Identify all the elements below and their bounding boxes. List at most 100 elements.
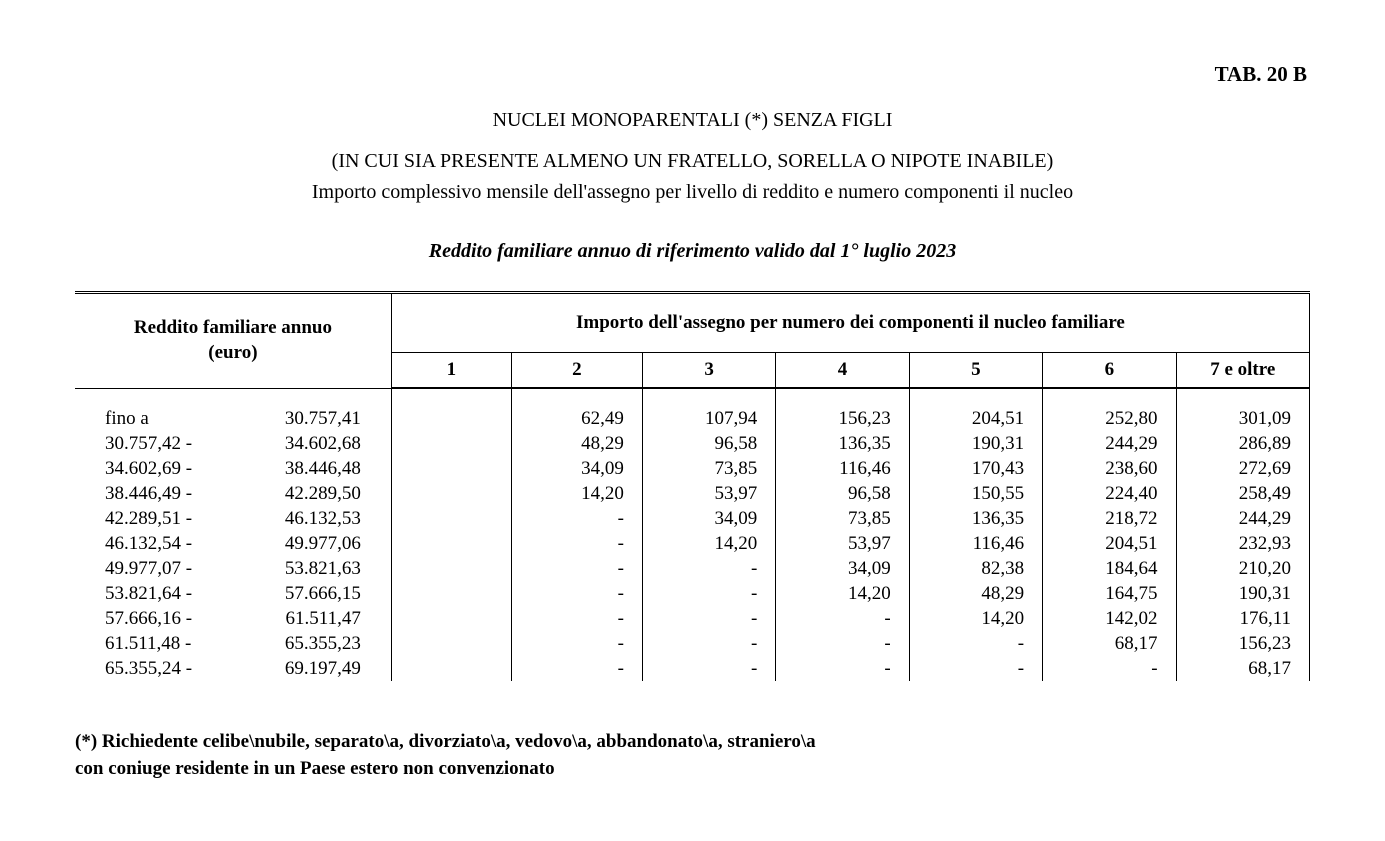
table-row: 65.355,24 -69.197,49-----68,17 [75, 656, 1310, 681]
amount-cell: 136,35 [776, 431, 909, 456]
table-row: 53.821,64 -57.666,15--14,2048,29164,7519… [75, 581, 1310, 606]
income-upper: 38.446,48 [222, 456, 392, 481]
amount-cell: 73,85 [642, 456, 775, 481]
amount-cell: 156,23 [1176, 631, 1309, 656]
column-header: 3 [642, 353, 775, 388]
amount-cell: - [511, 556, 642, 581]
amount-cell: - [909, 631, 1042, 656]
income-lower: 53.821,64 - [75, 581, 222, 606]
table-row: 38.446,49 -42.289,50 14,2053,9796,58150,5… [75, 481, 1310, 506]
amount-cell: 136,35 [909, 506, 1042, 531]
amount-cell: 142,02 [1043, 606, 1176, 631]
amount-cell [391, 606, 511, 631]
title-sub-2: Importo complessivo mensile dell'assegno… [75, 177, 1310, 208]
amount-cell: 301,09 [1176, 406, 1309, 431]
income-upper: 34.602,68 [222, 431, 392, 456]
amount-cell: 34,09 [511, 456, 642, 481]
amount-cell: 176,11 [1176, 606, 1309, 631]
header-income-line2: (euro) [79, 341, 387, 366]
table-row: 34.602,69 -38.446,4834,0973,85116,46170,… [75, 456, 1310, 481]
income-lower: 65.355,24 - [75, 656, 222, 681]
amount-cell: 96,58 [776, 481, 909, 506]
income-lower: 46.132,54 - [75, 531, 222, 556]
amount-cell: - [511, 631, 642, 656]
amount-cell: - [511, 606, 642, 631]
amount-cell: 53,97 [776, 531, 909, 556]
amount-cell: 150,55 [909, 481, 1042, 506]
amount-cell: 68,17 [1176, 656, 1309, 681]
amount-cell: - [1043, 656, 1176, 681]
income-upper: 53.821,63 [222, 556, 392, 581]
amount-cell: - [511, 581, 642, 606]
amount-cell: - [511, 506, 642, 531]
table-body: fino a30.757,4162,49107,94156,23204,5125… [75, 389, 1310, 682]
table-wrap: Reddito familiare annuo (euro) Importo d… [75, 291, 1310, 681]
income-lower: 38.446,49 - [75, 481, 222, 506]
income-lower: 42.289,51 - [75, 506, 222, 531]
spacer-row [75, 389, 1310, 407]
income-upper: 30.757,41 [222, 406, 392, 431]
amount-cell: 190,31 [909, 431, 1042, 456]
amount-cell: 53,97 [642, 481, 775, 506]
table-row: 46.132,54 -49.977,06-14,2053,97116,46204… [75, 531, 1310, 556]
amount-cell [391, 481, 511, 506]
income-upper: 46.132,53 [222, 506, 392, 531]
document-page: TAB. 20 B NUCLEI MONOPARENTALI (*) SENZA… [0, 0, 1385, 841]
reference-line: Reddito familiare annuo di riferimento v… [75, 240, 1310, 263]
amount-cell: 96,58 [642, 431, 775, 456]
title-main: NUCLEI MONOPARENTALI (*) SENZA FIGLI [75, 105, 1310, 136]
amount-cell: - [511, 531, 642, 556]
column-header: 5 [909, 353, 1042, 388]
amount-cell: 272,69 [1176, 456, 1309, 481]
amount-cell: 48,29 [511, 431, 642, 456]
amount-cell: 82,38 [909, 556, 1042, 581]
column-header: 1 [391, 353, 511, 388]
income-upper: 57.666,15 [222, 581, 392, 606]
amount-cell: - [776, 606, 909, 631]
column-header: 7 e oltre [1176, 353, 1309, 388]
amount-cell: 107,94 [642, 406, 775, 431]
amount-cell [391, 456, 511, 481]
amount-cell [391, 506, 511, 531]
amount-cell: 238,60 [1043, 456, 1176, 481]
amount-cell: 184,64 [1043, 556, 1176, 581]
amount-cell [391, 431, 511, 456]
amount-cell: 116,46 [776, 456, 909, 481]
column-header: 6 [1043, 353, 1176, 388]
amount-cell [391, 556, 511, 581]
amount-cell: 62,49 [511, 406, 642, 431]
amount-cell: 68,17 [1043, 631, 1176, 656]
income-lower: 30.757,42 - [75, 431, 222, 456]
amount-cell: 14,20 [511, 481, 642, 506]
amount-cell: - [511, 656, 642, 681]
amount-cell: 190,31 [1176, 581, 1309, 606]
amount-cell: 116,46 [909, 531, 1042, 556]
amount-cell: 224,40 [1043, 481, 1176, 506]
amount-cell [391, 656, 511, 681]
income-upper: 65.355,23 [222, 631, 392, 656]
income-lower: 61.511,48 - [75, 631, 222, 656]
table-head: Reddito familiare annuo (euro) Importo d… [75, 293, 1310, 389]
amount-cell: - [642, 656, 775, 681]
amount-cell [391, 581, 511, 606]
table-row: 61.511,48 -65.355,23----68,17156,23 [75, 631, 1310, 656]
amount-cell: 232,93 [1176, 531, 1309, 556]
amount-cell: 164,75 [1043, 581, 1176, 606]
income-upper: 49.977,06 [222, 531, 392, 556]
amount-cell: - [776, 631, 909, 656]
header-amount: Importo dell'assegno per numero dei comp… [391, 293, 1309, 353]
table-row: 57.666,16 -61.511,47---14,20142,02176,11 [75, 606, 1310, 631]
header-income-line1: Reddito familiare annuo [79, 316, 387, 341]
amount-cell [391, 631, 511, 656]
amount-cell [391, 406, 511, 431]
table-row: 30.757,42 -34.602,68 48,2996,58136,35190,… [75, 431, 1310, 456]
amount-cell: 48,29 [909, 581, 1042, 606]
amount-cell: 286,89 [1176, 431, 1309, 456]
income-lower: fino a [75, 406, 222, 431]
amount-cell: 34,09 [776, 556, 909, 581]
income-upper: 42.289,50 [222, 481, 392, 506]
footnote-line2: con coniuge residente in un Paese estero… [75, 756, 1310, 783]
column-header: 2 [511, 353, 642, 388]
amount-cell: 218,72 [1043, 506, 1176, 531]
amount-cell: 210,20 [1176, 556, 1309, 581]
